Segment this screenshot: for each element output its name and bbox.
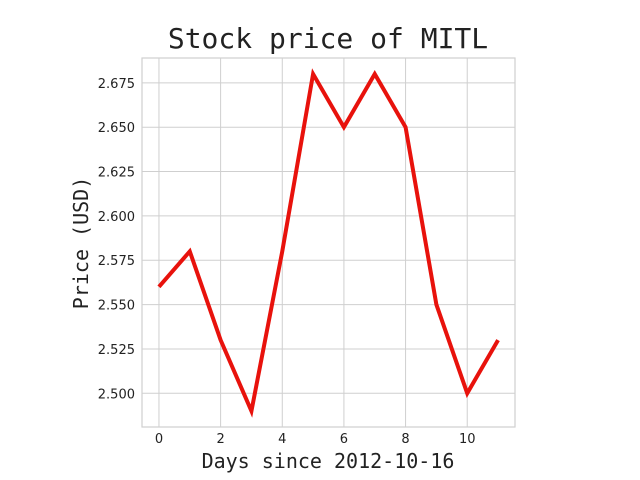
y-tick-label: 2.625 [98,166,135,181]
price-series-line [157,68,500,418]
y-tick-label: 2.575 [98,254,135,269]
x-tick-label: 2 [216,432,224,447]
x-tick-label: 6 [340,432,348,447]
x-tick-label: 8 [401,432,409,447]
plot-frame [141,57,516,428]
series-layer [157,68,500,418]
y-tick-label: 2.500 [98,387,135,402]
x-tick-label: 4 [278,432,286,447]
y-tick-label: 2.550 [98,299,135,314]
y-tick-labels: 2.500 2.525 2.550 2.575 2.600 2.625 2.650 2.675 [98,77,135,402]
x-tick-labels: 0 2 4 6 8 10 [155,432,476,447]
x-axis-label: Days since 2012-10-16 [202,449,455,473]
chart-title: Stock price of MITL [168,22,488,55]
y-tick-label: 2.650 [98,121,135,136]
grid-lines [142,58,515,427]
y-tick-label: 2.675 [98,77,135,92]
y-axis-label: Price (USD) [69,177,93,309]
y-tick-label: 2.600 [98,210,135,225]
y-tick-label: 2.525 [98,343,135,358]
x-tick-label: 10 [459,432,476,447]
x-tick-label: 0 [155,432,163,447]
